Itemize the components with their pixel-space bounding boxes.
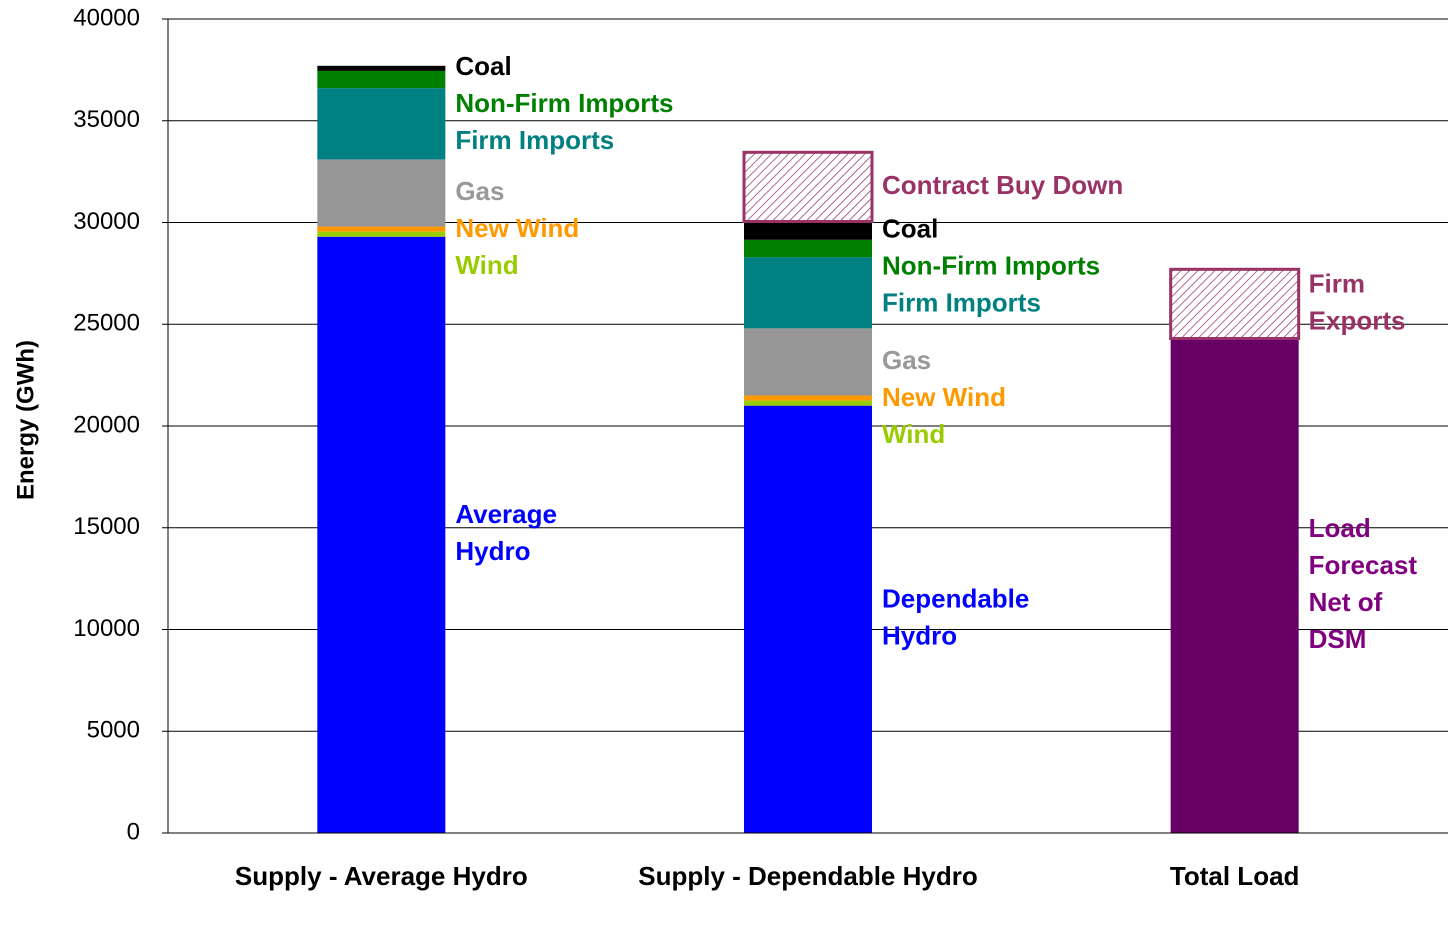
bar-segment xyxy=(317,236,446,833)
segment-label: Net of xyxy=(1309,587,1383,617)
bar-segment xyxy=(742,150,874,223)
bar-segment xyxy=(744,239,872,258)
bar-segment xyxy=(1170,338,1299,833)
segment-label: Wind xyxy=(455,250,518,280)
y-tick-label: 0 xyxy=(127,818,140,845)
segment-label: Non-Firm Imports xyxy=(882,251,1100,281)
y-tick-label: 15000 xyxy=(73,513,140,540)
bar-segment xyxy=(317,231,446,237)
x-tick-label: Total Load xyxy=(1170,861,1300,891)
segment-label: Gas xyxy=(882,345,931,375)
segment-label: Firm Imports xyxy=(882,288,1041,318)
bar-segment xyxy=(317,70,446,89)
segment-label: New Wind xyxy=(455,213,579,243)
bar-segment xyxy=(1169,267,1301,340)
segment-label: Forecast xyxy=(1309,550,1418,580)
segment-label: Coal xyxy=(455,51,511,81)
segment-label: Hydro xyxy=(455,536,530,566)
segment-label: DSM xyxy=(1309,624,1367,654)
bar-segment xyxy=(744,395,872,401)
bar-segment xyxy=(317,88,446,160)
bar-segment xyxy=(744,328,872,396)
segment-label: Non-Firm Imports xyxy=(455,88,673,118)
bar-segment xyxy=(317,159,446,227)
y-tick-label: 5000 xyxy=(87,717,140,744)
y-tick-label: 30000 xyxy=(73,208,140,235)
y-tick-label: 40000 xyxy=(73,4,140,31)
x-tick-label: Supply - Dependable Hydro xyxy=(638,861,978,891)
bar-segment xyxy=(317,65,446,71)
segment-label: Exports xyxy=(1309,305,1406,335)
segment-label: Gas xyxy=(455,176,504,206)
bar-segment xyxy=(317,226,446,232)
x-tick-label: Supply - Average Hydro xyxy=(235,861,528,891)
segment-label: Wind xyxy=(882,419,945,449)
segment-label: Hydro xyxy=(882,621,957,651)
y-tick-label: 35000 xyxy=(73,106,140,133)
segment-label: Firm Imports xyxy=(455,125,614,155)
y-tick-label: 20000 xyxy=(73,411,140,438)
bar-segment xyxy=(744,257,872,329)
y-tick-label: 25000 xyxy=(73,310,140,337)
segment-label: Contract Buy Down xyxy=(882,170,1123,200)
segment-label: Coal xyxy=(882,214,938,244)
segment-label: New Wind xyxy=(882,382,1006,412)
bar-segment xyxy=(744,400,872,406)
bar-segment xyxy=(744,221,872,240)
segment-label: Average xyxy=(455,499,557,529)
bar-segment xyxy=(744,405,872,833)
segment-label: Dependable xyxy=(882,584,1029,614)
y-axis-label: Energy (GWh) xyxy=(12,340,39,500)
segment-label: Load xyxy=(1309,513,1371,543)
y-tick-label: 10000 xyxy=(73,615,140,642)
segment-label: Firm xyxy=(1309,268,1365,298)
